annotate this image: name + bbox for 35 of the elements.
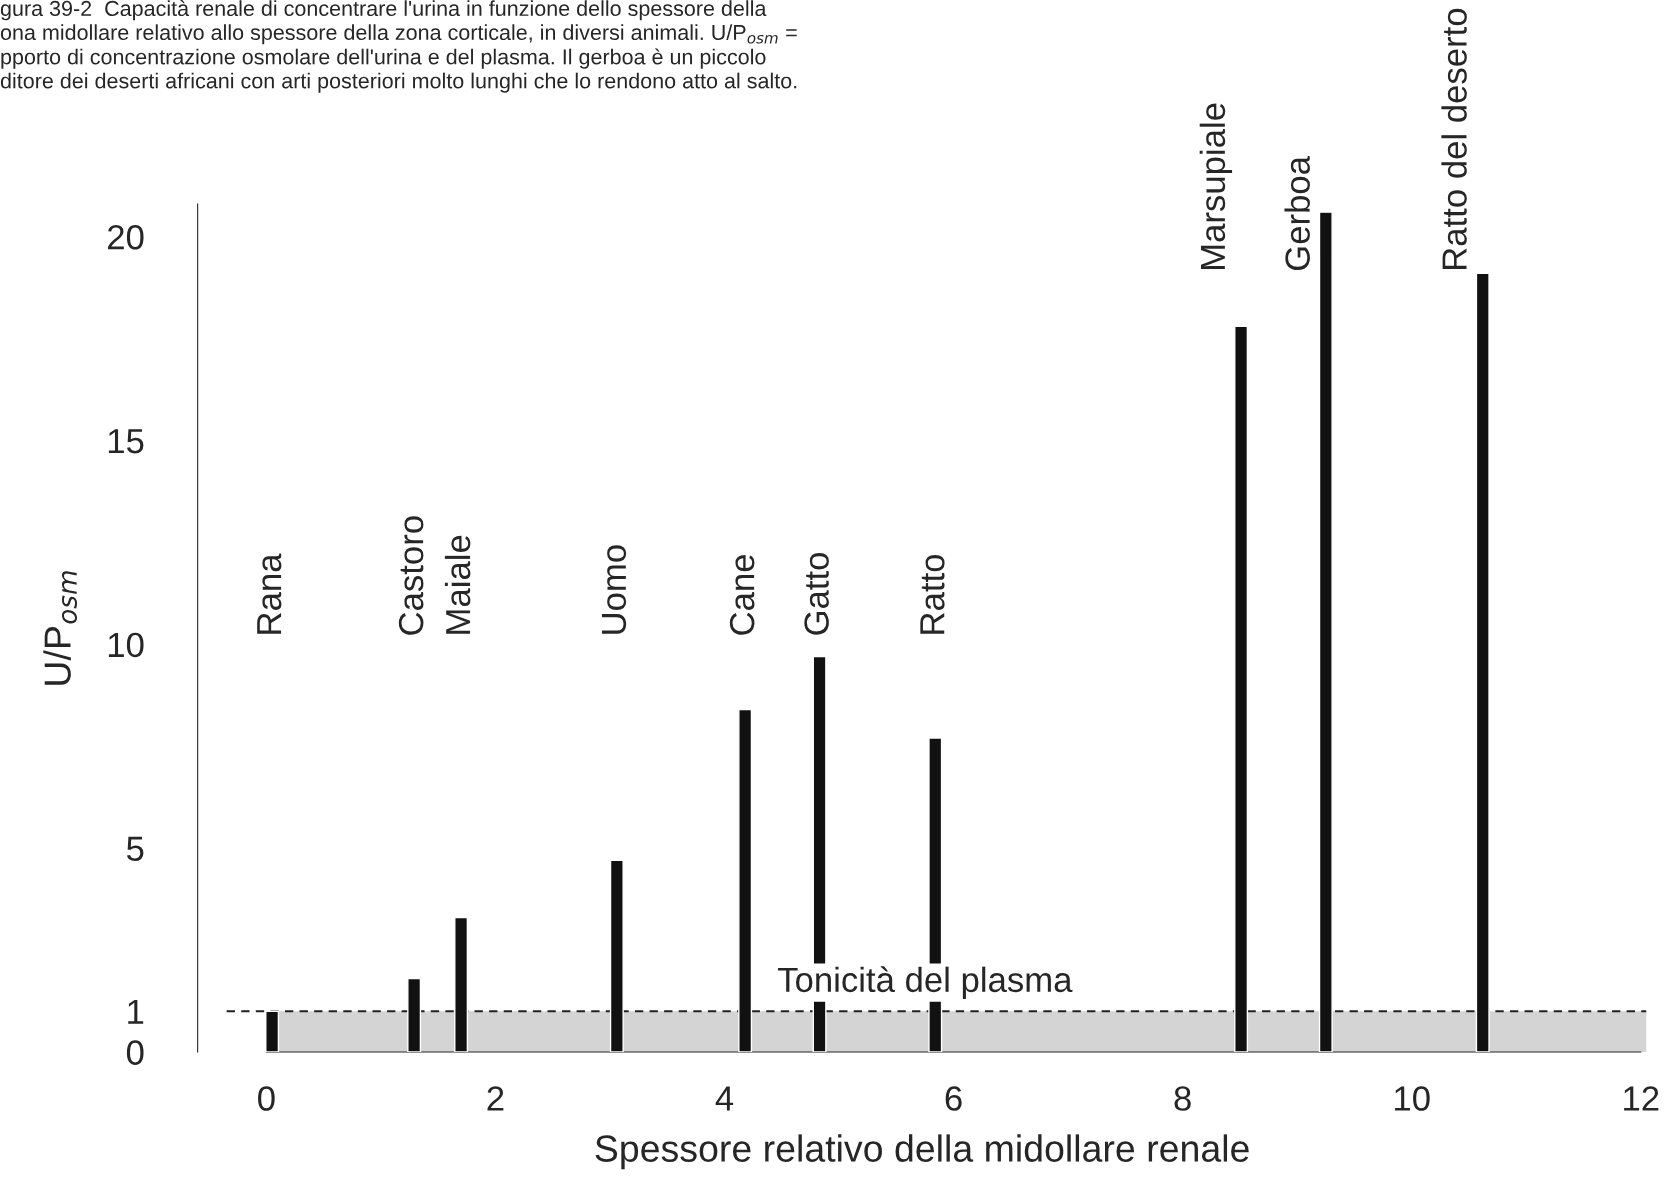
annotation: Rana <box>257 553 282 634</box>
y-tick-label: 15 <box>108 429 144 454</box>
annotation: Castoro <box>398 516 424 635</box>
annotation: Ratto del deserto <box>1441 8 1467 269</box>
x-tick-label: 10 <box>1395 1086 1430 1111</box>
x-tick-label: 12 <box>1624 1086 1659 1111</box>
x-tick-label: 8 <box>1174 1086 1191 1111</box>
bar <box>407 977 422 1052</box>
bar <box>738 708 753 1052</box>
bar <box>265 1010 280 1052</box>
x-tick-label: 0 <box>258 1086 275 1111</box>
bar <box>1234 325 1249 1052</box>
annotation: Ratto <box>920 554 945 634</box>
annotation: Maiale <box>444 535 471 634</box>
annotation: Uomo <box>601 545 627 634</box>
x-tick-label: 2 <box>487 1086 504 1111</box>
y-tick-label: 5 <box>126 836 144 862</box>
bar <box>1318 211 1333 1052</box>
bar <box>609 859 624 1052</box>
y-tick-label: 1 <box>128 999 144 1024</box>
y-tick-label: 10 <box>108 632 144 658</box>
bar <box>1475 272 1490 1052</box>
y-axis-title: U/P$_{osm}$ <box>43 571 78 685</box>
bar <box>454 916 469 1052</box>
y-tick-label: 0 <box>126 1040 144 1065</box>
x-tick-label: 4 <box>715 1086 734 1111</box>
x-axis-title: Spessore relativo della midollare renale <box>595 1134 1249 1170</box>
annotation: Marsupiale <box>1199 103 1233 269</box>
annotation: Gerboa <box>1284 156 1310 271</box>
annotation: Cane <box>729 555 755 635</box>
ref-line-label: Tonicità del plasma <box>777 966 1073 999</box>
y-tick-label: 20 <box>108 224 144 250</box>
x-tick-label: 6 <box>945 1086 962 1111</box>
text: gura 39-2 Capacità renale di concentrare l'urina in funzione dello spessore della ona midollare relativo allo spessore della zona corticale, in diversi animali. U/P$_{osm}$ = pporto di concentrazione osmolare dell'urina e del plasma. Il gerboa è un piccolo ditore dei deserti africani con arti posteriori molto lunghi che lo rendono atto al salto. <box>0 0 797 93</box>
annotation: Gatto <box>804 553 829 635</box>
